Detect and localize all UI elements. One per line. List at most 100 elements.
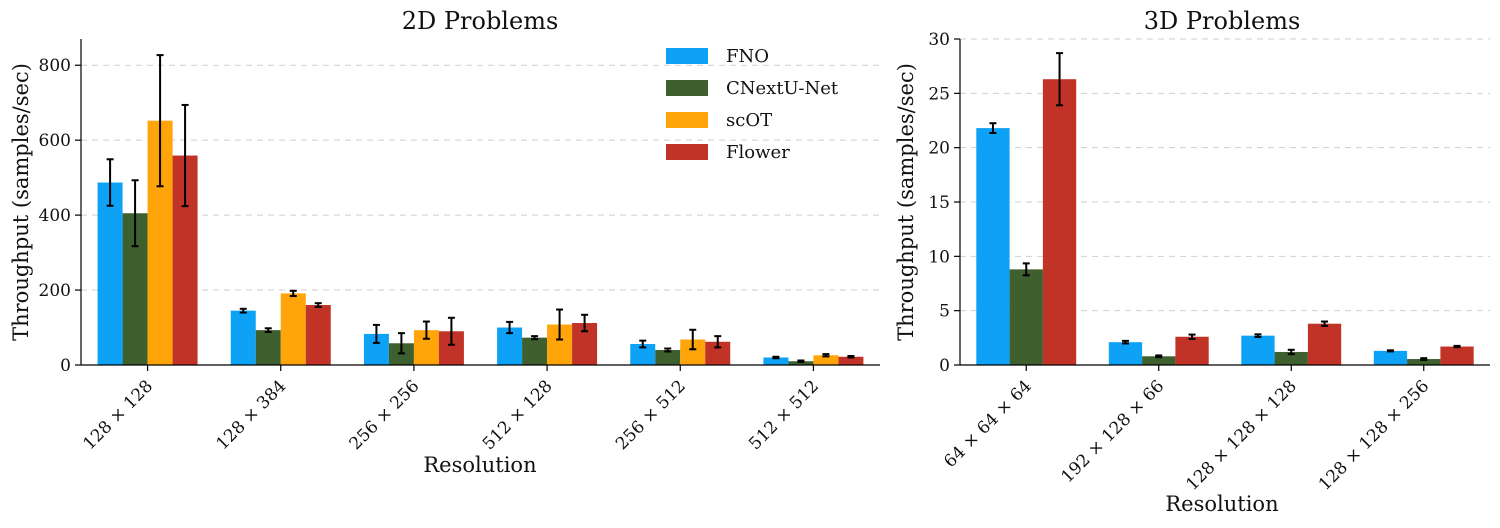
error-bar-flower-512-128 <box>581 313 589 333</box>
y-tick-label: 30 <box>928 30 950 50</box>
bar-fno-64-64-64 <box>976 128 1010 365</box>
y-axis-label: Throughput (samples/sec) <box>894 63 918 341</box>
bar-cnextu-net-128-128-128 <box>1274 351 1308 365</box>
bar-cnextu-net-512-128 <box>522 337 548 365</box>
legend-swatch <box>666 48 708 64</box>
error-bar-flower-256-512 <box>714 335 722 349</box>
legend-label: FNO <box>726 46 769 67</box>
y-tick-label: 600 <box>39 131 71 151</box>
error-bar-fno-128-128 <box>106 158 114 207</box>
x-tick-label: 256 × 512 <box>612 376 690 454</box>
error-bar-scot-128-128 <box>156 54 164 188</box>
error-bar-cnextu-net-192-128-66 <box>1155 354 1163 359</box>
x-tick-label: 512 × 128 <box>479 376 557 454</box>
bar-fno-128-128-256 <box>1373 350 1408 365</box>
bar-cnextu-net-192-128-66 <box>1142 356 1176 365</box>
y-tick-label: 15 <box>928 193 950 213</box>
bar-fno-128-128 <box>97 182 123 365</box>
x-tick-label: 64 × 64 × 64 <box>940 376 1035 471</box>
y-tick-label: 200 <box>39 281 71 301</box>
y-tick-label: 10 <box>928 247 950 267</box>
error-bar-fno-64-64-64 <box>989 122 997 134</box>
legend-label: scOT <box>726 110 772 131</box>
x-axis-label: Resolution <box>423 453 536 477</box>
error-bar-scot-128-384 <box>289 289 297 298</box>
bar-fno-256-512 <box>630 344 656 365</box>
error-bar-flower-128-128 <box>181 103 189 208</box>
legend-label: CNextU-Net <box>726 78 839 99</box>
bar-flower-64-64-64 <box>1042 79 1077 365</box>
x-tick-label: 128 × 384 <box>213 376 291 454</box>
y-tick-label: 400 <box>39 206 71 226</box>
bar-flower-128-128-256 <box>1440 346 1474 365</box>
chart-title: 2D Problems <box>402 7 559 35</box>
error-bar-cnextu-net-128-384 <box>264 327 272 334</box>
error-bar-fno-512-128 <box>506 320 514 335</box>
y-tick-label: 800 <box>39 56 71 76</box>
error-bar-flower-128-384 <box>314 302 322 308</box>
y-tick-label: 0 <box>939 356 950 376</box>
bar-fno-128-384 <box>230 310 256 365</box>
error-bar-cnextu-net-64-64-64 <box>1022 262 1030 277</box>
x-tick-label: 512 × 512 <box>745 376 823 454</box>
bar-cnextu-net-512-512 <box>788 361 814 365</box>
error-bar-flower-128-128-128 <box>1321 320 1329 327</box>
error-bar-scot-256-256 <box>422 320 430 340</box>
error-bar-cnextu-net-256-512 <box>664 347 672 353</box>
bar-flower-128-128-128 <box>1307 323 1342 365</box>
error-bar-fno-128-384 <box>239 307 247 314</box>
error-bar-flower-64-64-64 <box>1056 52 1064 107</box>
bar-cnextu-net-128-384 <box>255 330 281 365</box>
y-tick-label: 20 <box>928 139 950 159</box>
chart-title: 3D Problems <box>1144 7 1301 35</box>
x-tick-label: 128 × 128 <box>79 376 157 454</box>
error-bar-cnextu-net-128-128-128 <box>1287 348 1295 356</box>
legend-swatch <box>666 80 708 96</box>
bar-fno-128-128-128 <box>1241 335 1275 365</box>
bar-flower-256-512 <box>705 341 731 365</box>
error-bar-fno-128-128-256 <box>1386 349 1394 353</box>
error-bar-flower-192-128-66 <box>1188 333 1196 340</box>
bar-flower-192-128-66 <box>1175 336 1209 365</box>
error-bar-scot-512-128 <box>556 308 564 341</box>
x-axis-label: Resolution <box>1165 492 1278 516</box>
error-bar-scot-512-512 <box>822 353 830 358</box>
y-tick-label: 25 <box>928 84 950 104</box>
error-bar-flower-128-128-256 <box>1453 344 1461 349</box>
error-bar-cnextu-net-256-256 <box>397 332 405 355</box>
bar-fno-512-512 <box>763 357 789 365</box>
bar-flower-128-384 <box>305 305 331 365</box>
chart-3d-problems: 3D Problems Throughput (samples/sec) Res… <box>894 7 1490 516</box>
legend-item-scot: scOT <box>666 110 772 131</box>
bar-cnextu-net-128-128-256 <box>1407 359 1441 365</box>
y-axis-label: Throughput (samples/sec) <box>9 63 33 341</box>
error-bar-cnextu-net-512-128 <box>531 335 539 341</box>
error-bar-fno-192-128-66 <box>1121 339 1129 345</box>
legend-item-cnextu-net: CNextU-Net <box>666 78 839 99</box>
bar-cnextu-net-64-64-64 <box>1009 269 1043 365</box>
error-bar-fno-512-512 <box>772 355 780 360</box>
x-tick-label: 128 × 128 × 128 <box>1182 376 1300 494</box>
bar-flower-512-512 <box>838 356 864 365</box>
legend-item-flower: Flower <box>666 142 790 163</box>
error-bar-flower-512-512 <box>847 355 855 359</box>
chart-2d-problems: 2D Problems Throughput (samples/sec) Res… <box>9 7 880 477</box>
legend: FNO CNextU-Net scOT Flower <box>666 46 839 163</box>
x-tick-label: 256 × 256 <box>346 376 424 454</box>
error-bar-fno-128-128-128 <box>1254 333 1262 338</box>
y-tick-label: 5 <box>939 302 950 322</box>
error-bar-fno-256-512 <box>639 339 647 349</box>
error-bar-flower-256-256 <box>447 316 455 346</box>
x-tick-label: 128 × 128 × 256 <box>1315 376 1433 494</box>
bar-cnextu-net-256-512 <box>655 350 681 365</box>
x-tick-label: 192 × 128 × 66 <box>1058 376 1169 487</box>
error-bar-scot-256-512 <box>689 328 697 351</box>
legend-swatch <box>666 144 708 160</box>
bar-scot-512-512 <box>813 355 839 365</box>
legend-swatch <box>666 112 708 128</box>
error-bar-cnextu-net-512-512 <box>797 359 805 364</box>
legend-item-fno: FNO <box>666 46 769 67</box>
error-bar-cnextu-net-128-128-256 <box>1420 357 1428 361</box>
error-bar-fno-256-256 <box>372 323 380 344</box>
